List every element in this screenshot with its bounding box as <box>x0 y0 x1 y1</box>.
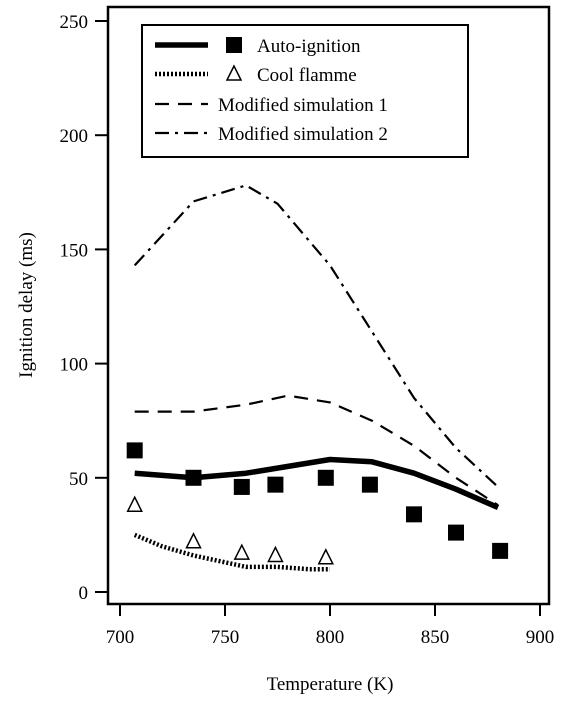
x-tick-label: 750 <box>211 627 240 648</box>
x-tick-label: 700 <box>106 627 135 648</box>
legend-label: Modified simulation 1 <box>218 95 388 116</box>
legend-label: Cool flamme <box>257 65 357 86</box>
y-tick-label: 0 <box>79 583 89 604</box>
series-line-dashed <box>134 394 499 507</box>
series-line-dotted <box>133 532 330 572</box>
x-tick-label: 900 <box>526 627 555 648</box>
y-tick-label: 150 <box>60 240 89 261</box>
legend-label: Modified simulation 2 <box>218 124 388 145</box>
cool-flamme-point <box>317 548 335 565</box>
auto-ignition-point <box>317 469 334 486</box>
auto-ignition-point <box>361 476 378 493</box>
auto-ignition-point <box>233 478 250 495</box>
y-axis: 0 50 100 150 200 250 <box>60 12 108 604</box>
auto-ignition-point <box>185 469 202 486</box>
cool-flamme-point <box>185 532 202 549</box>
cool-flamme-point <box>126 495 143 512</box>
legend-label: Auto-ignition <box>257 36 361 57</box>
legend-triangle-marker <box>225 64 243 81</box>
auto-ignition-point <box>448 524 464 541</box>
x-tick-label: 850 <box>421 627 450 648</box>
plot-frame <box>106 5 551 606</box>
auto-ignition-point <box>406 506 422 523</box>
series-layer <box>126 184 509 572</box>
auto-ignition-point <box>267 476 284 493</box>
y-tick-label: 250 <box>60 12 89 33</box>
y-tick-label: 50 <box>69 469 88 490</box>
cool-flamme-point <box>267 545 284 563</box>
y-axis-label: Ignition delay (ms) <box>16 232 37 378</box>
series-line-solid-thick <box>134 456 500 511</box>
cool-flamme-point <box>233 543 251 560</box>
legend-square-marker <box>226 37 242 53</box>
x-axis-label: Temperature (K) <box>267 674 394 695</box>
x-tick-label: 800 <box>316 627 345 648</box>
legend: Auto-ignition Cool flamme Modified simulat… <box>141 24 469 158</box>
x-axis: 700 750 800 850 900 <box>106 604 555 648</box>
y-tick-label: 100 <box>60 355 89 376</box>
auto-ignition-point <box>492 542 509 559</box>
y-tick-label: 200 <box>60 126 89 147</box>
series-line-dash-dot <box>133 184 499 488</box>
auto-ignition-point <box>126 442 143 459</box>
